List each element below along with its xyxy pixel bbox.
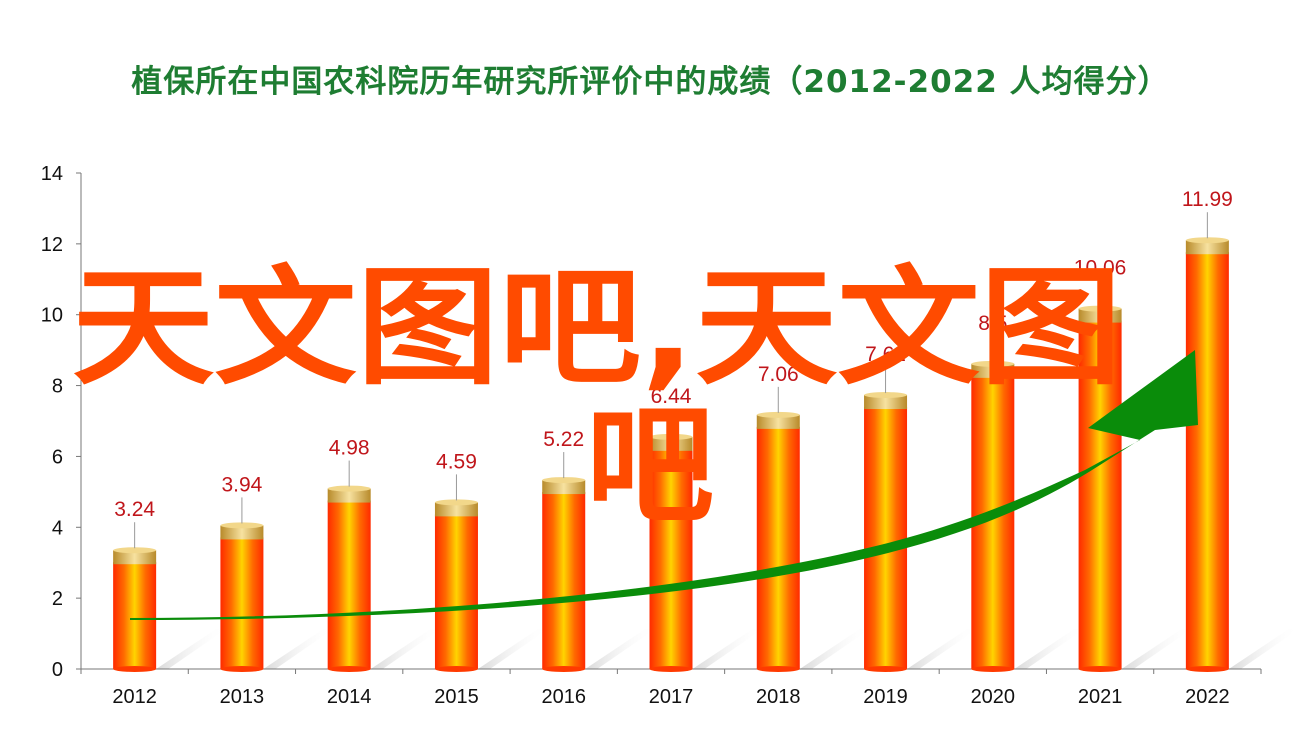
data-label: 6.44 <box>651 385 692 408</box>
bar-shadows <box>156 629 1299 669</box>
bar-cap-top <box>113 547 157 554</box>
bar-cap <box>220 525 264 540</box>
data-label: 10.06 <box>1074 257 1127 280</box>
y-tick-label: 10 <box>41 305 63 327</box>
bar-cap <box>327 488 371 503</box>
bar-cap <box>113 550 157 565</box>
bar-cap-top <box>327 485 371 492</box>
x-tick-label: 2017 <box>649 686 694 708</box>
bar-cap <box>971 363 1015 378</box>
chart-title: 植保所在中国农科院历年研究所评价中的成绩（2012-2022 人均得分） <box>131 64 1170 100</box>
data-label: 8.5 <box>978 312 1007 335</box>
bar-shadow <box>263 629 334 669</box>
bar-cap-top <box>756 411 800 418</box>
y-tick-label: 14 <box>41 163 63 185</box>
x-tick-label: 2016 <box>541 686 586 708</box>
data-label: 3.24 <box>114 498 155 521</box>
y-ticks: 0 2 4 6 8 10 12 14 <box>41 163 81 681</box>
bar-shadow <box>692 629 763 669</box>
bar-base <box>327 666 371 672</box>
bar-shadow <box>1014 629 1085 669</box>
bar <box>542 492 586 669</box>
bar-cap-top <box>542 477 586 484</box>
bar-cap <box>649 436 693 451</box>
x-tick-label: 2021 <box>1078 686 1123 708</box>
bar-cap-top <box>864 392 908 399</box>
bar-cap <box>542 480 586 495</box>
y-tick-label: 8 <box>52 376 63 398</box>
x-tick-label: 2012 <box>112 686 157 708</box>
watermark: 天文图吧,天文图 吧 <box>72 254 1122 541</box>
watermark-line-1: 天文图吧,天文图 <box>72 254 1122 403</box>
bar <box>1078 320 1122 669</box>
bar-base <box>1185 666 1229 672</box>
bar <box>434 514 478 669</box>
x-tick-label: 2018 <box>756 686 801 708</box>
y-tick-label: 4 <box>52 517 63 539</box>
data-label: 3.94 <box>221 473 262 496</box>
bar <box>864 407 908 669</box>
label-leaders <box>134 212 1208 549</box>
bar-cap-top <box>1185 237 1229 244</box>
bar-cap-top <box>1078 305 1122 312</box>
bar-base <box>971 666 1015 672</box>
y-tick-label: 6 <box>52 446 63 468</box>
data-label: 11.99 <box>1182 188 1233 211</box>
watermark-line-2: 吧 <box>586 392 714 541</box>
bar-cap-top <box>434 499 478 506</box>
bar-shadow <box>907 629 978 669</box>
bar-cap <box>864 395 908 410</box>
x-tick-label: 2019 <box>863 686 908 708</box>
bar <box>1185 252 1229 669</box>
bar-base <box>864 666 908 672</box>
x-tick-label: 2014 <box>327 686 372 708</box>
bar <box>649 448 693 669</box>
bar-shadow <box>1228 629 1299 669</box>
bar-shadow <box>1121 629 1192 669</box>
bar-base <box>220 666 264 672</box>
bars <box>113 237 1229 672</box>
data-label: 4.98 <box>329 437 370 460</box>
bar-base <box>756 666 800 672</box>
bar-cap-top <box>220 522 264 529</box>
bar-cap <box>1185 240 1229 255</box>
bar-cap <box>434 502 478 517</box>
y-tick-label: 12 <box>41 234 63 256</box>
bar-base <box>649 666 693 672</box>
bar-base <box>1078 666 1122 672</box>
y-tick-label: 0 <box>52 659 63 681</box>
data-labels: 3.24 3.94 4.98 4.59 5.22 6.44 7.06 7.62 8.5 10.06… <box>114 188 1233 521</box>
bar-base <box>434 666 478 672</box>
data-label: 7.62 <box>865 343 906 366</box>
bar-shadow <box>156 629 227 669</box>
bar <box>113 562 157 669</box>
bar-base <box>542 666 586 672</box>
data-label: 4.59 <box>436 450 477 473</box>
bar-shadow <box>370 629 441 669</box>
bar-shadow <box>585 629 656 669</box>
bar-cap <box>756 414 800 429</box>
x-tick-label: 2020 <box>971 686 1016 708</box>
x-tick-label: 2013 <box>220 686 265 708</box>
bar-shadow <box>799 629 870 669</box>
bar <box>220 537 264 669</box>
x-tick-label: 2022 <box>1185 686 1230 708</box>
data-label: 5.22 <box>543 428 584 451</box>
bar-cap-top <box>971 360 1015 367</box>
y-tick-label: 2 <box>52 588 63 610</box>
x-ticks: 2012 2013 2014 2015 2016 2017 2018 2019 2020 2021… <box>80 669 1262 708</box>
bar <box>327 500 371 669</box>
bar-shadow <box>477 629 548 669</box>
x-tick-label: 2015 <box>434 686 479 708</box>
bar-cap-top <box>649 433 693 440</box>
bar <box>756 426 800 669</box>
bar-base <box>113 666 157 672</box>
data-label: 7.06 <box>758 363 799 386</box>
bar-cap <box>1078 308 1122 323</box>
